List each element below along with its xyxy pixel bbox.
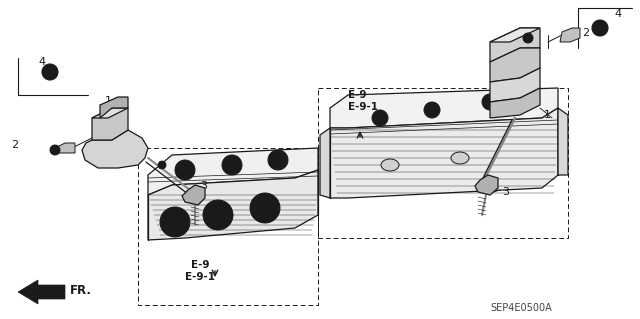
Polygon shape — [330, 88, 558, 128]
Ellipse shape — [381, 159, 399, 171]
Text: 1: 1 — [104, 96, 111, 106]
Circle shape — [42, 64, 58, 80]
Text: 2: 2 — [582, 28, 589, 38]
Text: 3: 3 — [502, 187, 509, 197]
Circle shape — [268, 150, 288, 170]
Text: 4: 4 — [38, 57, 45, 67]
Circle shape — [179, 164, 191, 176]
Circle shape — [255, 198, 275, 218]
Circle shape — [160, 207, 190, 237]
Text: E-9
E-9-1: E-9 E-9-1 — [348, 90, 378, 112]
Circle shape — [592, 20, 608, 36]
Text: 2: 2 — [11, 140, 18, 150]
Text: 1: 1 — [544, 110, 551, 120]
Polygon shape — [490, 28, 540, 62]
Circle shape — [275, 157, 281, 163]
Circle shape — [260, 203, 270, 213]
Polygon shape — [148, 170, 318, 240]
Circle shape — [45, 67, 55, 77]
Circle shape — [165, 212, 185, 232]
Circle shape — [523, 33, 533, 43]
Circle shape — [226, 159, 238, 171]
Circle shape — [213, 210, 223, 220]
Circle shape — [250, 193, 280, 223]
Polygon shape — [100, 97, 128, 118]
Polygon shape — [490, 88, 540, 118]
Text: FR.: FR. — [70, 284, 92, 296]
Polygon shape — [18, 280, 65, 304]
Text: 3: 3 — [200, 181, 207, 191]
Circle shape — [175, 160, 195, 180]
Text: 4: 4 — [614, 9, 621, 19]
Polygon shape — [92, 108, 128, 118]
Polygon shape — [182, 185, 205, 205]
Circle shape — [424, 102, 440, 118]
Circle shape — [595, 23, 605, 33]
Polygon shape — [475, 175, 498, 195]
Polygon shape — [560, 28, 580, 42]
Ellipse shape — [451, 152, 469, 164]
Polygon shape — [148, 148, 318, 195]
Circle shape — [50, 145, 60, 155]
Polygon shape — [558, 108, 568, 175]
Circle shape — [222, 155, 242, 175]
Polygon shape — [92, 108, 128, 140]
Text: E-9
E-9-1: E-9 E-9-1 — [185, 260, 215, 282]
Polygon shape — [330, 108, 558, 198]
Text: SEP4E0500A: SEP4E0500A — [490, 303, 552, 313]
Polygon shape — [490, 68, 540, 102]
Circle shape — [598, 26, 602, 30]
Circle shape — [170, 217, 180, 227]
Circle shape — [208, 205, 228, 225]
Circle shape — [372, 110, 388, 126]
Circle shape — [229, 162, 235, 168]
Polygon shape — [490, 48, 540, 82]
Polygon shape — [55, 143, 75, 153]
Circle shape — [272, 154, 284, 166]
Circle shape — [427, 105, 437, 115]
Circle shape — [182, 167, 188, 173]
Circle shape — [158, 161, 166, 169]
Circle shape — [203, 200, 233, 230]
Circle shape — [482, 94, 498, 110]
Circle shape — [48, 70, 52, 74]
Polygon shape — [320, 128, 330, 198]
Polygon shape — [82, 130, 148, 168]
Circle shape — [525, 35, 531, 41]
Circle shape — [375, 113, 385, 123]
Circle shape — [485, 97, 495, 107]
Polygon shape — [490, 28, 540, 42]
